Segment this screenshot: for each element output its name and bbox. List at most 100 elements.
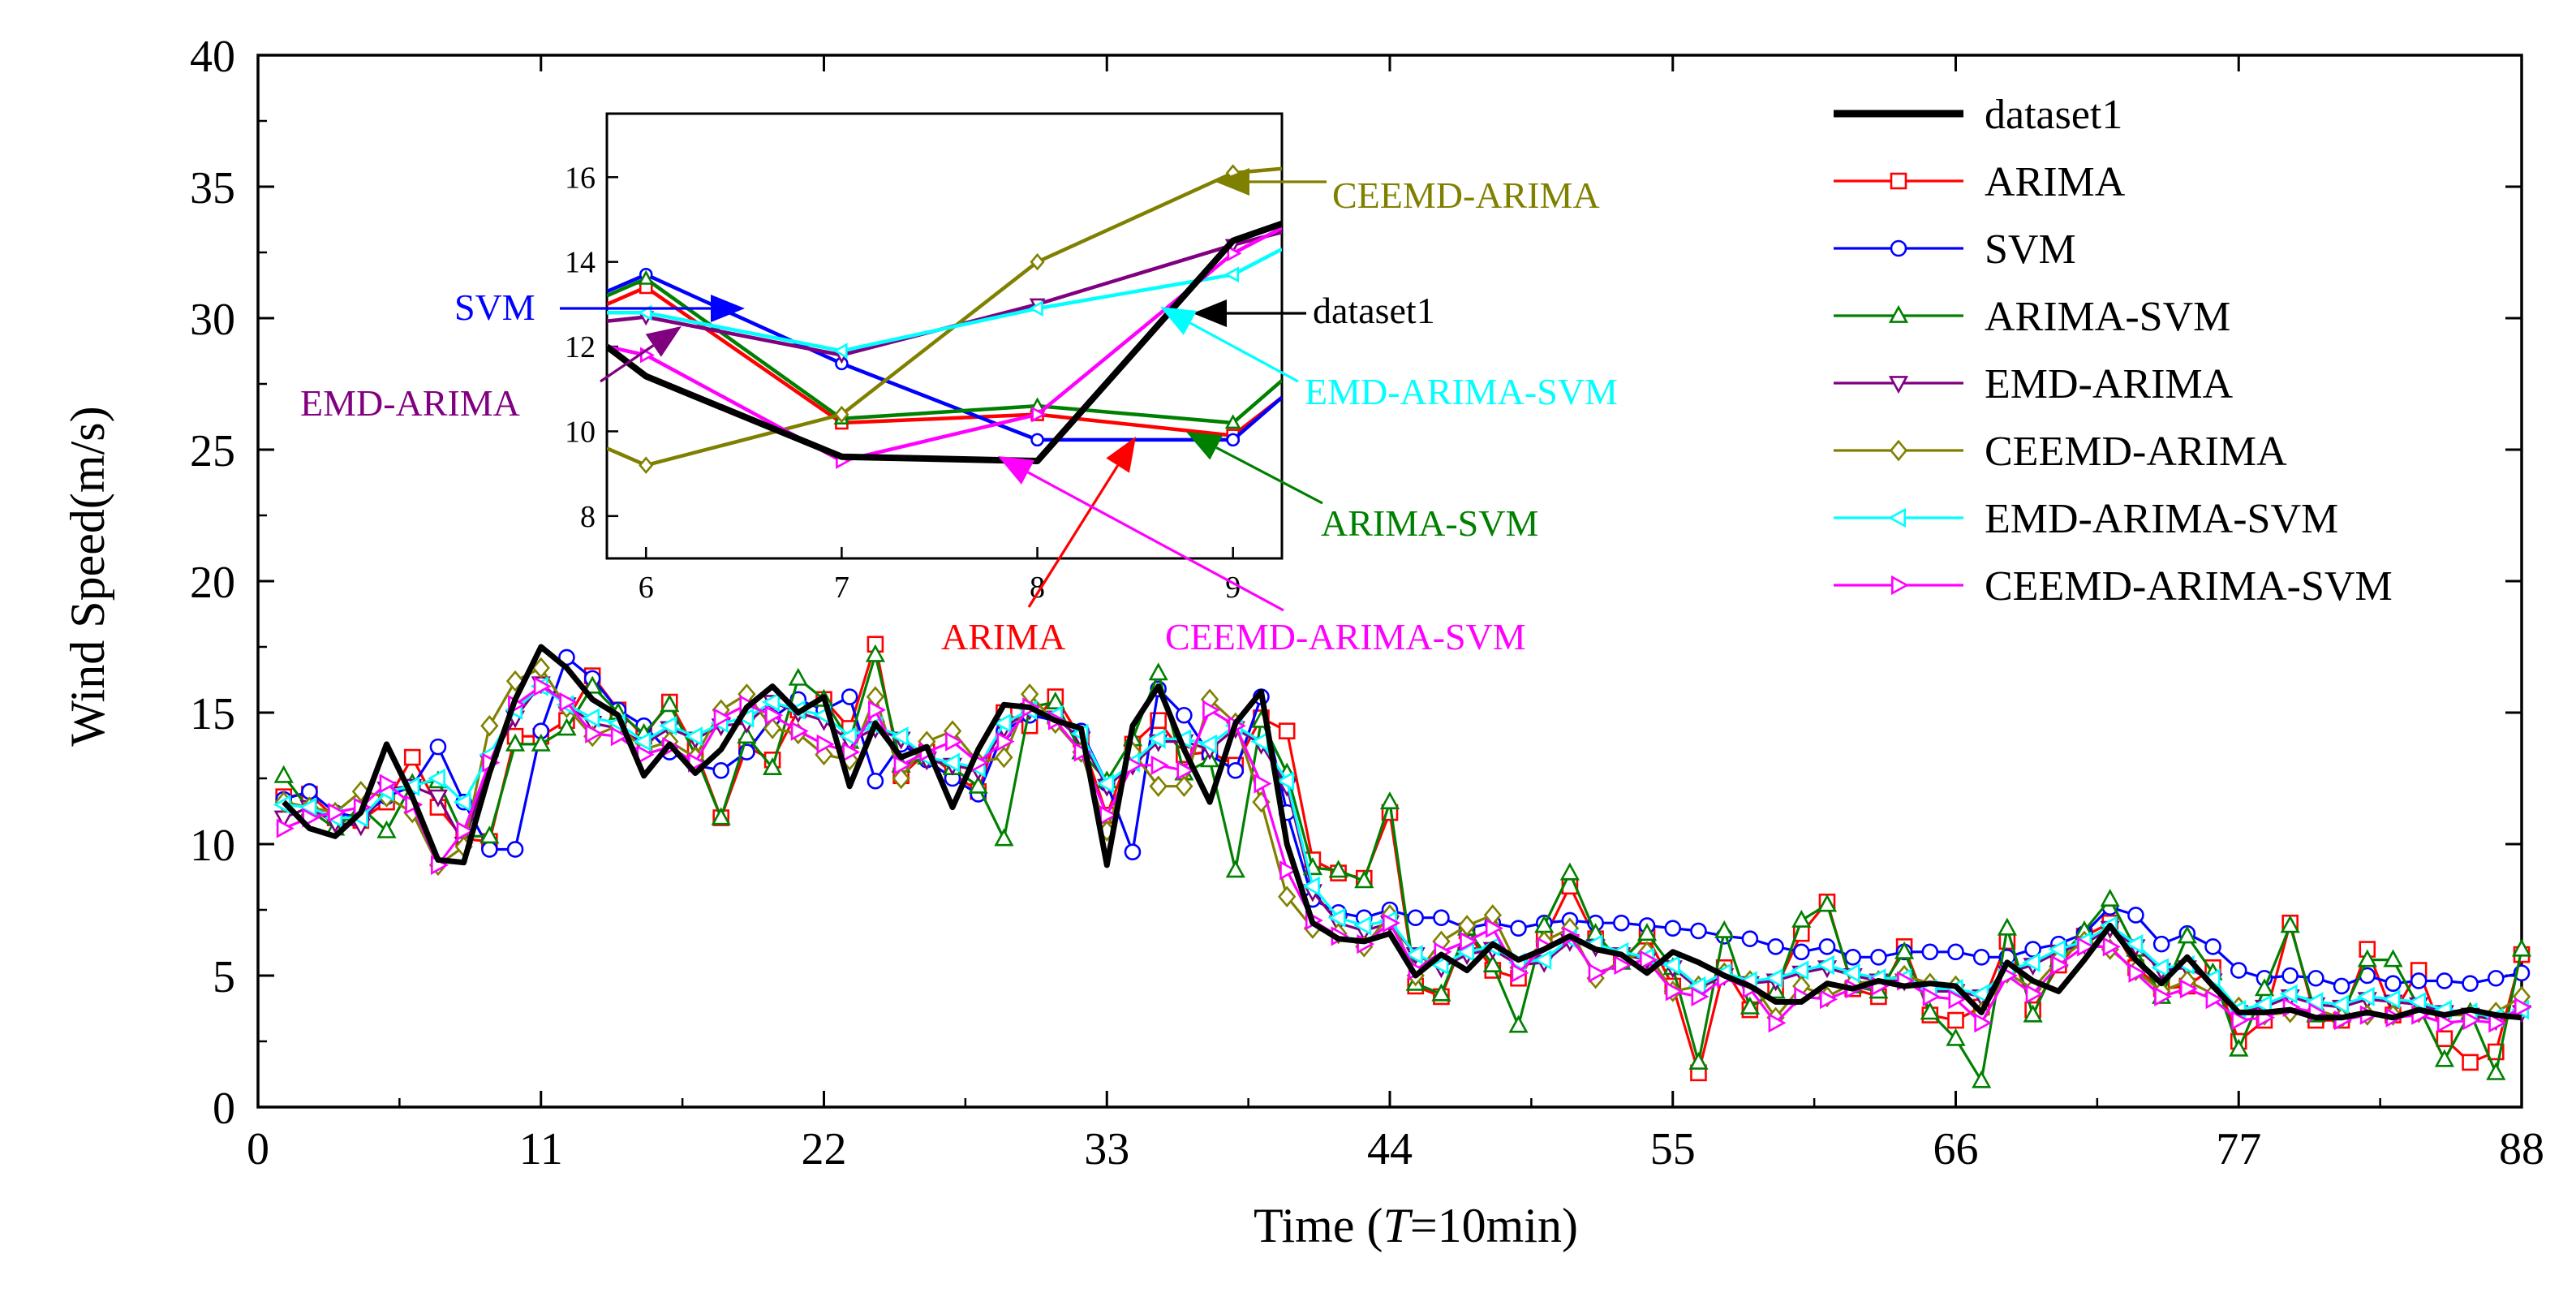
inset-y-tick-label: 8 (580, 500, 596, 534)
point-svm (2462, 975, 2479, 993)
x-tick-label: 66 (1933, 1124, 1979, 1174)
y-tick-label: 15 (190, 689, 235, 739)
line-ceemd-arima-svm (283, 684, 2522, 1024)
point-emd-arima-svm (1533, 950, 1552, 970)
point-arima-svm (505, 733, 526, 752)
point-arima (2436, 1030, 2453, 1048)
legend-marker (1888, 304, 1909, 323)
point-ceemd-arima-svm (2077, 937, 2096, 957)
point-arima-svm (376, 820, 397, 838)
legend-label: EMD-ARIMA (1985, 361, 2234, 407)
point-svm (1741, 930, 1759, 947)
annotation-arrow-shaft (1027, 464, 1120, 608)
annotation-arrow-head (1160, 307, 1197, 335)
point-emd-arima-svm (1688, 976, 1706, 997)
point-ceemd-arima-svm (996, 731, 1015, 752)
point-emd-arima-svm (762, 692, 781, 713)
point-emd-arima-svm (1276, 771, 1295, 791)
point-arima-svm (1817, 894, 1838, 912)
point-ceemd-arima-svm (1176, 761, 1195, 781)
point-svm (1870, 949, 1887, 966)
point-ceemd-arima-svm (1922, 986, 1941, 1006)
point-emd-arima-svm (1662, 954, 1680, 976)
annotation-arrow-head (1186, 432, 1223, 460)
point-emd-arima-svm (890, 726, 909, 747)
point-ceemd-arima-svm (1768, 1013, 1787, 1033)
point-arima-svm (2254, 978, 2275, 997)
point-arima-svm (2511, 938, 2532, 957)
annotation-label: EMD-ARIMA (300, 382, 520, 424)
legend-marker (1891, 575, 1909, 596)
y-tick-label: 0 (213, 1084, 235, 1134)
point-ceemd-arima-svm (1202, 700, 1221, 720)
point-arima-svm (1148, 662, 1168, 681)
point-ceemd-arima-svm (1485, 918, 1503, 938)
annotation-label: CEEMD-ARIMA-SVM (1165, 616, 1526, 657)
point-ceemd-arima-svm (1099, 805, 1118, 825)
point-svm (1176, 706, 1193, 724)
legend-marker (1888, 376, 1909, 394)
point-arima-svm (763, 757, 783, 776)
inset-point-svm (1030, 433, 1044, 447)
point-emd-arima-svm (1430, 954, 1449, 976)
point-svm (1664, 920, 1682, 937)
inset-plot: 6 7 8 9 8 10 12 14 16 (565, 112, 1284, 605)
annotation-ceemd-arima-svm: CEEMD-ARIMA-SVM (998, 456, 1526, 657)
point-ceemd-arima-svm (1948, 989, 1967, 1010)
point-svm (481, 841, 498, 858)
point-ceemd-arima-svm (1254, 773, 1272, 794)
point-ceemd-arima-svm (893, 755, 912, 775)
legend-marker (1890, 239, 1907, 257)
point-emd-arima-svm (1791, 960, 1809, 980)
legend-item-svm: SVM (1834, 226, 2076, 273)
legend-item-arima: ARIMA (1834, 159, 2126, 205)
point-emd-arima-svm (2408, 992, 2427, 1012)
point-emd-arima-svm (453, 792, 471, 812)
x-tick-label: 33 (1084, 1124, 1129, 1174)
annotation-svm: SVM (454, 287, 745, 328)
annotation-arrow-shaft (1189, 321, 1299, 383)
point-arima-svm (1688, 1051, 1709, 1070)
point-svm (2127, 907, 2144, 924)
legend-item-arima-svm: ARIMA-SVM (1834, 294, 2230, 340)
point-svm (2385, 975, 2402, 993)
point-arima-svm (2100, 889, 2120, 907)
legend-label: SVM (1985, 226, 2076, 273)
inset-series-dataset1 (607, 220, 1282, 464)
point-svm (1792, 943, 1810, 961)
point-svm (2436, 972, 2453, 989)
point-ceemd-arima-svm (1691, 986, 1709, 1006)
point-emd-arima-svm (1816, 954, 1834, 976)
point-svm (2230, 962, 2247, 979)
point-ceemd-arima-svm (276, 818, 295, 838)
point-ceemd-arima-svm (2154, 986, 2173, 1006)
point-svm (1613, 914, 1630, 932)
legend-marker (1888, 507, 1906, 528)
point-arima-svm (557, 717, 577, 736)
point-ceemd-arima-svm (816, 734, 835, 755)
point-arima-svm (660, 694, 680, 713)
annotation-arrow-head (711, 295, 745, 322)
point-arima-svm (1714, 920, 1735, 938)
point-emd-arima-svm (2022, 952, 2041, 972)
point-ceemd-arima-svm (713, 708, 732, 728)
point-ceemd-arima-svm (2205, 989, 2224, 1010)
x-axis-title-part-2: T (1383, 1199, 1413, 1252)
point-arima-svm (531, 733, 551, 752)
legend-label: EMD-ARIMA-SVM (1985, 496, 2338, 542)
line-emd-arima-svm (283, 684, 2522, 1019)
point-emd-arima-svm (2382, 989, 2401, 1010)
annotation-arrow-shaft (1027, 471, 1284, 612)
point-arima-svm (2486, 1062, 2506, 1080)
point-svm (2152, 935, 2170, 953)
point-arima-svm (1997, 917, 2017, 936)
point-svm (1407, 909, 1425, 927)
annotation-label: ARIMA-SVM (1321, 502, 1538, 544)
point-ceemd-arima-svm (1820, 989, 1838, 1010)
inset-line-arima-svm (607, 277, 1282, 425)
point-ceemd-arima-svm (2102, 937, 2121, 957)
point-svm (1433, 909, 1450, 927)
x-axis-title-part-3: =10min) (1410, 1199, 1578, 1252)
x-tick-label: 77 (2216, 1124, 2261, 1174)
point-emd-arima-svm (2279, 984, 2298, 1004)
